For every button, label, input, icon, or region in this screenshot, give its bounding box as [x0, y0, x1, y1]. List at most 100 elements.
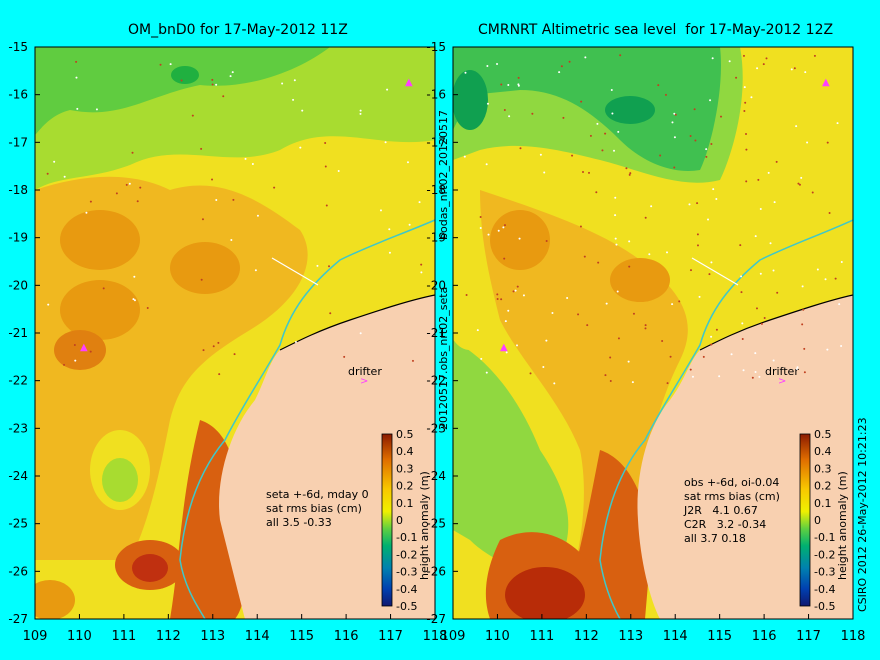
x-tick-label: 109 — [23, 629, 48, 644]
y-tick-label: -21 — [426, 326, 446, 340]
y-tick-label: -27 — [426, 612, 446, 626]
svg-text:sat rms bias (cm): sat rms bias (cm) — [266, 502, 362, 515]
y-tick-label: -17 — [8, 135, 28, 149]
colorbar-tick-label: -0.2 — [814, 548, 835, 561]
y-tick-label: -22 — [8, 374, 28, 388]
colorbar-tick-label: -0.4 — [396, 583, 417, 596]
colorbar-tick-label: 0.1 — [814, 497, 832, 510]
colorbar-tick-label: -0.3 — [814, 566, 835, 579]
x-tick-label: 116 — [334, 629, 359, 644]
x-tick-label: 111 — [111, 629, 136, 644]
colorbar-tick-label: -0.1 — [396, 531, 417, 544]
left-x-axis: 109 110 111 112 113 114 115 116 117 118 — [23, 614, 448, 644]
y-tick-label: -20 — [426, 278, 446, 292]
colorbar-tick-label: 0 — [814, 514, 821, 527]
drifter-markers-right: ▲ ▲ > — [500, 77, 830, 387]
x-tick-label: 115 — [707, 629, 732, 644]
x-tick-label: 115 — [289, 629, 314, 644]
side-label-top: bodas_nrt02_20120517 — [437, 110, 450, 240]
colorbar-tick-label: 0 — [396, 514, 403, 527]
right-y-axis: -15 -16 -17 -18 -19 -20 -21 -22 -23 -24 -25 -26 -27 — [426, 40, 458, 626]
y-tick-label: -19 — [8, 231, 28, 245]
colorbar-tick-label: 0.3 — [814, 462, 832, 475]
copyright: CSIRO 2012 26-May-2012 10:21:23 — [856, 417, 869, 612]
y-tick-label: -15 — [426, 40, 446, 54]
colorbar-tick-label: -0.2 — [396, 548, 417, 561]
colorbar-tick-label: 0.4 — [396, 445, 414, 458]
colorbar-tick-label: 0.4 — [814, 445, 832, 458]
drifter-label-right: drifter — [765, 365, 799, 378]
colorbar-tick-label: -0.5 — [814, 600, 835, 613]
svg-text:▲: ▲ — [500, 342, 508, 353]
svg-text:obs +-6d, oi-0.04: obs +-6d, oi-0.04 — [684, 476, 779, 489]
y-tick-label: -24 — [8, 469, 28, 483]
left-panel-title: OM_bnD0 for 17-May-2012 11Z — [128, 22, 348, 38]
x-tick-label: 109 — [441, 629, 466, 644]
svg-text:▲: ▲ — [405, 77, 413, 88]
y-tick-label: -27 — [8, 612, 28, 626]
svg-text:▲: ▲ — [80, 342, 88, 353]
svg-text:▲: ▲ — [822, 77, 830, 88]
y-tick-label: -20 — [8, 278, 28, 292]
y-tick-label: -25 — [426, 517, 446, 531]
y-tick-label: -16 — [426, 88, 446, 102]
y-tick-label: -19 — [426, 231, 446, 245]
colorbar-tick-label: 0.1 — [396, 497, 414, 510]
y-tick-label: -25 — [8, 517, 28, 531]
colorbar-tick-label: 0.5 — [396, 428, 414, 441]
y-tick-label: -23 — [8, 421, 28, 435]
y-tick-label: -18 — [8, 183, 28, 197]
x-tick-label: 111 — [529, 629, 554, 644]
y-tick-label: -26 — [426, 564, 446, 578]
x-tick-label: 114 — [245, 629, 270, 644]
right-panel-title: CMRNRT Altimetric sea level for 17-May-2… — [478, 22, 834, 38]
x-tick-label: 110 — [485, 629, 510, 644]
x-tick-label: 113 — [200, 629, 225, 644]
x-tick-label: 112 — [574, 629, 599, 644]
x-tick-label: 118 — [423, 629, 448, 644]
svg-text:all 3.5 -0.33: all 3.5 -0.33 — [266, 516, 332, 529]
x-tick-label: 117 — [796, 629, 821, 644]
drifter-label-left: drifter — [348, 365, 382, 378]
svg-text:height anomaly (m): height anomaly (m) — [418, 471, 431, 580]
x-tick-label: 118 — [841, 629, 866, 644]
y-tick-label: -16 — [8, 88, 28, 102]
x-tick-label: 116 — [752, 629, 777, 644]
svg-text:seta +-6d, mday 0: seta +-6d, mday 0 — [266, 488, 369, 501]
stats-left: seta +-6d, mday 0 sat rms bias (cm) all … — [266, 488, 369, 529]
x-tick-label: 113 — [618, 629, 643, 644]
colorbar-tick-label: 0.5 — [814, 428, 832, 441]
svg-text:>: > — [778, 376, 786, 387]
left-y-axis: -15 -16 -17 -18 -19 -20 -21 -22 -23 -24 -25 -26 -27 — [8, 40, 40, 626]
svg-text:J2R 4.1 0.67: J2R 4.1 0.67 — [683, 504, 758, 517]
right-x-axis: 109 110 111 112 113 114 115 116 117 118 — [441, 614, 866, 644]
y-tick-label: -26 — [8, 564, 28, 578]
y-tick-label: -24 — [426, 469, 446, 483]
y-tick-label: -17 — [426, 135, 446, 149]
stats-right: obs +-6d, oi-0.04 sat rms bias (cm) J2R … — [683, 476, 780, 545]
right-map: ▲ ▲ > drifter obs +-6d, oi-0.04 sat rms … — [453, 47, 853, 619]
colorbar-tick-label: -0.1 — [814, 531, 835, 544]
drifter-markers-left: ▲ ▲ > — [80, 77, 413, 387]
x-tick-label: 117 — [378, 629, 403, 644]
colorbar-left: 0.5 0.4 0.3 0.2 0.1 0 -0.1 -0.2 -0.3 -0.4 -0.5 hei… — [381, 428, 431, 613]
svg-text:sat rms bias (cm): sat rms bias (cm) — [684, 490, 780, 503]
colorbar-tick-label: -0.5 — [396, 600, 417, 613]
side-label-bottom: 20120517.obs_nrt02_seta — [437, 287, 450, 430]
colorbar-tick-label: 0.2 — [396, 480, 414, 493]
svg-text:>: > — [360, 376, 368, 387]
x-tick-label: 110 — [67, 629, 92, 644]
x-tick-label: 114 — [663, 629, 688, 644]
svg-text:all 3.7 0.18: all 3.7 0.18 — [684, 532, 746, 545]
colorbar-right: 0.5 0.4 0.3 0.2 0.1 0 -0.1 -0.2 -0.3 -0.4 -0.5 hei… — [799, 428, 849, 613]
svg-text:height anomaly (m): height anomaly (m) — [836, 471, 849, 580]
y-tick-label: -23 — [426, 421, 446, 435]
colorbar-tick-label: 0.3 — [396, 462, 414, 475]
colorbar-tick-label: -0.4 — [814, 583, 835, 596]
colorbar-tick-label: -0.3 — [396, 566, 417, 579]
y-tick-label: -15 — [8, 40, 28, 54]
x-tick-label: 112 — [156, 629, 181, 644]
y-tick-label: -18 — [426, 183, 446, 197]
svg-text:C2R 3.2 -0.34: C2R 3.2 -0.34 — [684, 518, 766, 531]
